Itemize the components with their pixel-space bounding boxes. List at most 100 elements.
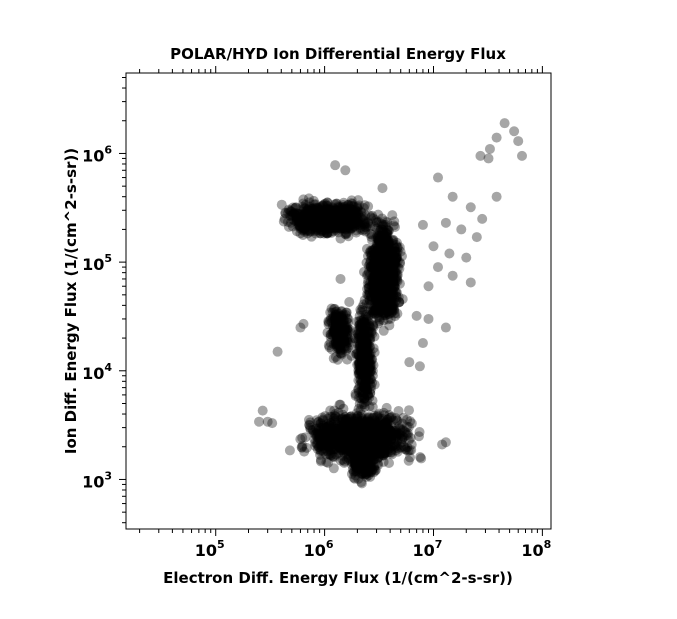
data-point [374, 278, 385, 289]
data-point [386, 291, 397, 302]
data-point [323, 210, 334, 221]
data-point [349, 221, 360, 232]
data-point [291, 226, 302, 237]
data-point [299, 203, 310, 214]
data-point [392, 308, 403, 319]
data-point [373, 255, 384, 266]
data-point [355, 366, 366, 377]
data-point [378, 275, 389, 286]
data-point [376, 241, 387, 252]
data-point [375, 300, 386, 311]
data-point [362, 349, 373, 360]
data-point [376, 252, 387, 263]
data-point [361, 314, 372, 325]
data-point [369, 284, 380, 295]
data-point [382, 289, 393, 300]
data-point [368, 360, 379, 371]
data-point [369, 251, 380, 262]
data-point [361, 337, 372, 348]
data-point [381, 232, 392, 243]
data-point [392, 256, 403, 267]
data-point [343, 199, 354, 210]
data-point [348, 201, 359, 212]
data-point [371, 278, 382, 289]
data-point [383, 282, 394, 293]
data-point [301, 216, 312, 227]
data-point [385, 304, 396, 315]
data-point [342, 203, 353, 214]
data-point [345, 203, 356, 214]
data-point [371, 292, 382, 303]
data-point [365, 374, 376, 385]
data-point [382, 293, 393, 304]
data-point [353, 350, 364, 361]
data-point [388, 254, 399, 265]
data-point [375, 262, 386, 273]
data-point [375, 301, 386, 312]
data-point [330, 218, 341, 229]
data-point [447, 270, 458, 281]
data-point [312, 206, 323, 217]
data-point [376, 276, 387, 287]
data-point [354, 340, 365, 351]
data-point [321, 214, 332, 225]
data-point [307, 205, 318, 216]
data-point [386, 277, 397, 288]
data-point [324, 227, 335, 238]
data-point [384, 236, 395, 247]
data-point [375, 248, 386, 259]
data-point [380, 271, 391, 282]
data-point [361, 222, 372, 233]
data-point [382, 283, 393, 294]
data-point [329, 213, 340, 224]
data-point [383, 264, 394, 275]
data-point [349, 216, 360, 227]
data-point [381, 307, 392, 318]
data-point [376, 282, 387, 293]
data-point [314, 219, 325, 230]
data-point [304, 208, 315, 219]
data-point [363, 354, 374, 365]
data-point [338, 217, 349, 228]
data-point [380, 277, 391, 288]
data-point [392, 276, 403, 287]
data-point [379, 284, 390, 295]
data-point [329, 208, 340, 219]
data-point [285, 206, 296, 217]
data-point [332, 224, 343, 235]
data-point [368, 321, 379, 332]
data-point [289, 215, 300, 226]
data-point [360, 365, 371, 376]
data-point [364, 279, 375, 290]
data-point [362, 332, 373, 343]
data-point [301, 225, 312, 236]
data-point [383, 282, 394, 293]
data-point [358, 328, 369, 339]
data-point [303, 209, 314, 220]
data-point [394, 263, 405, 274]
data-point [310, 217, 321, 228]
data-point [360, 347, 371, 358]
data-point [374, 280, 385, 291]
data-point [368, 259, 379, 270]
data-point [366, 262, 377, 273]
data-point [389, 216, 400, 227]
data-point [344, 210, 355, 221]
data-point [302, 213, 313, 224]
data-point [385, 294, 396, 305]
data-point [345, 211, 356, 222]
data-point [361, 447, 372, 458]
data-point [340, 203, 351, 214]
data-point [391, 254, 402, 265]
data-point [325, 405, 336, 416]
data-point [367, 274, 378, 285]
data-point [342, 212, 353, 223]
data-point [346, 214, 357, 225]
data-point [378, 246, 389, 257]
data-point [339, 217, 350, 228]
data-point [372, 233, 383, 244]
data-point [341, 214, 352, 225]
data-point [331, 220, 342, 231]
data-point [359, 219, 370, 230]
data-point [378, 255, 389, 266]
